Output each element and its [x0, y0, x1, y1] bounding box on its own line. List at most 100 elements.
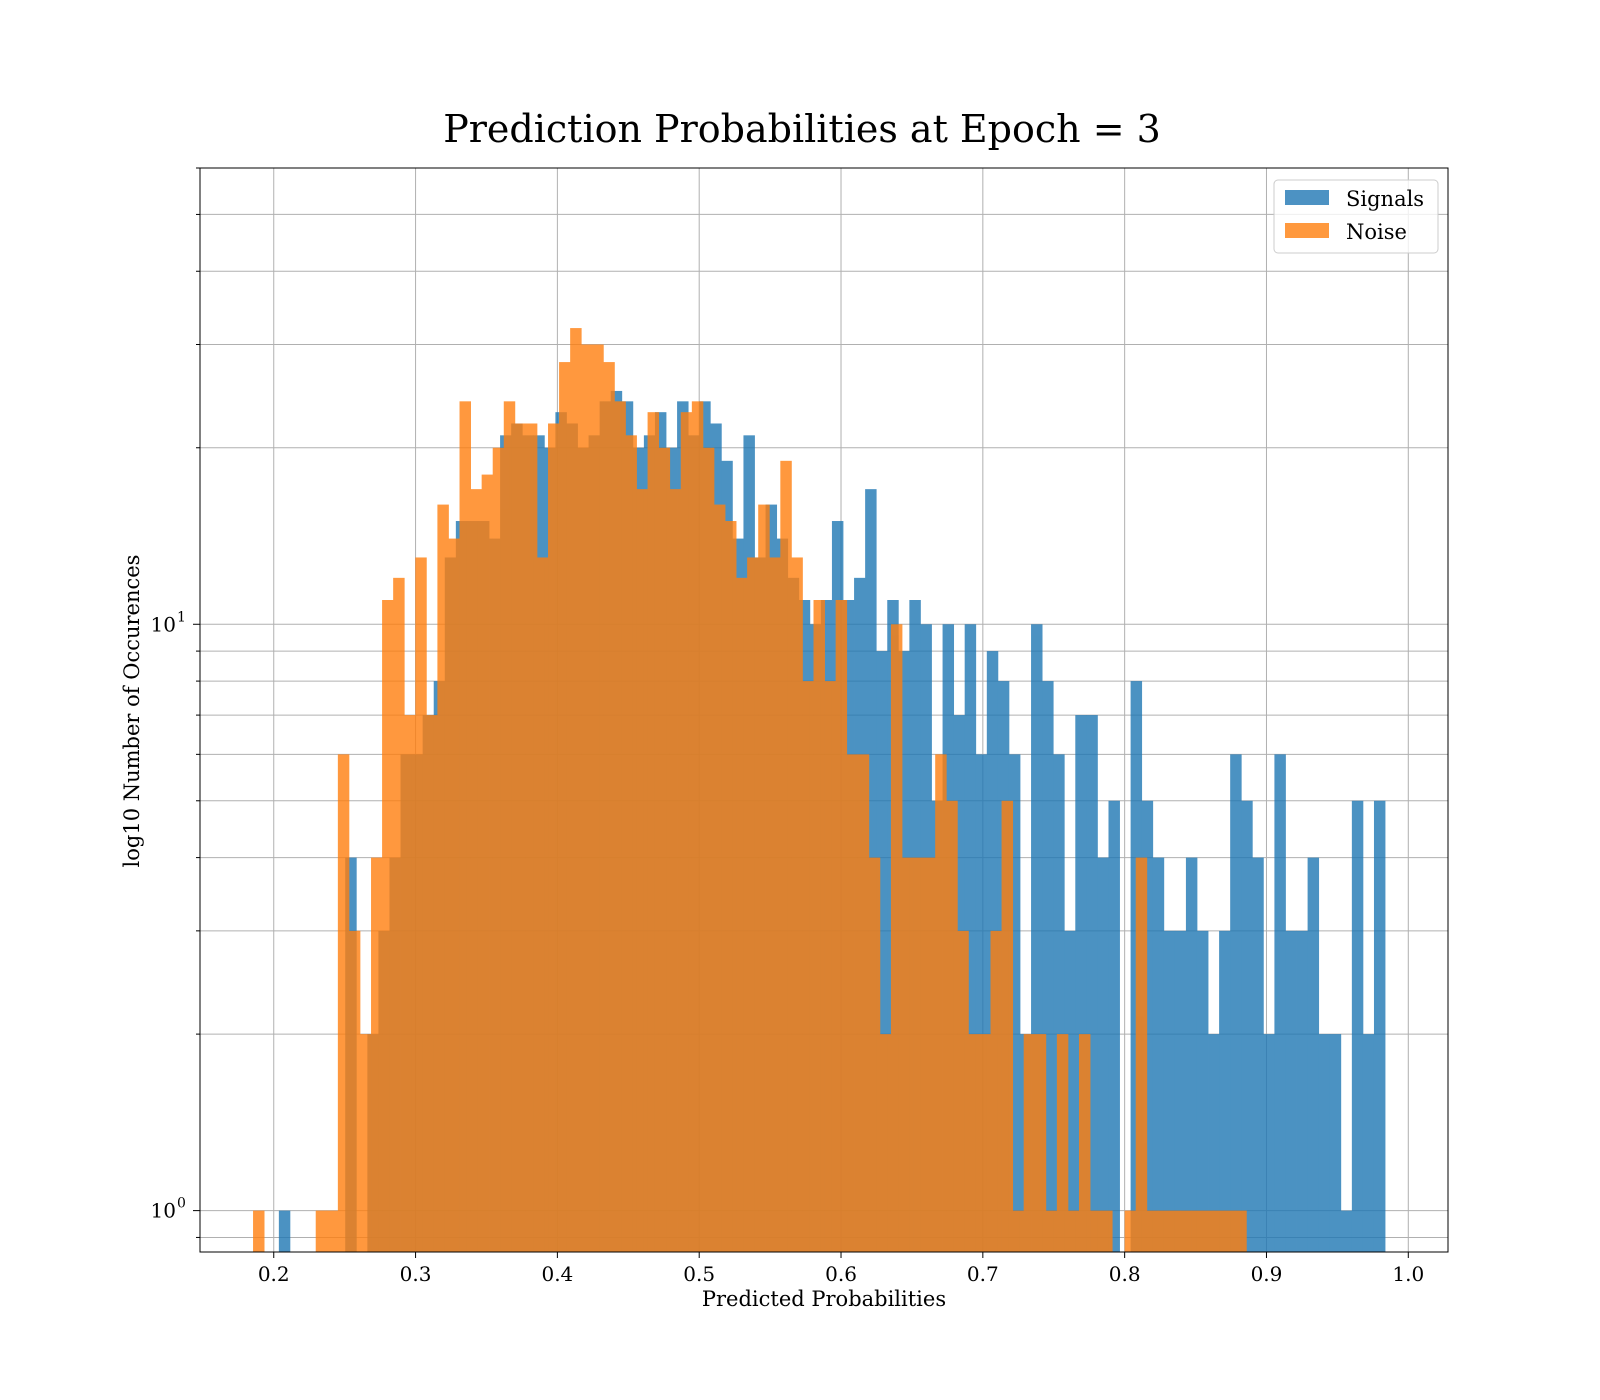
- noise-bar: [990, 930, 1002, 1252]
- legend-swatch-signals: [1285, 190, 1329, 205]
- noise-bar: [647, 412, 660, 1252]
- x-tick-label: 0.3: [400, 1262, 432, 1286]
- noise-bar: [1168, 1210, 1181, 1252]
- noise-bar: [702, 447, 715, 1252]
- noise-bar: [359, 1034, 372, 1252]
- noise-bar: [253, 1210, 265, 1252]
- x-tick-label: 0.6: [825, 1262, 857, 1286]
- noise-bar: [1045, 1210, 1058, 1252]
- x-tick-label: 0.4: [541, 1262, 573, 1286]
- noise-bar: [879, 1034, 892, 1252]
- legend-label-signals: Signals: [1346, 187, 1424, 211]
- x-tick-label: 1.0: [1392, 1262, 1424, 1286]
- noise-bar: [315, 1210, 328, 1252]
- noise-bar: [769, 557, 781, 1252]
- signals-bar: [1053, 754, 1065, 1252]
- noise-bar: [382, 600, 394, 1252]
- noise-bar: [957, 930, 969, 1252]
- signals-bar: [964, 624, 977, 1252]
- signals-bar: [1362, 1034, 1375, 1252]
- signals-bar: [1008, 754, 1021, 1252]
- signals-bar: [1174, 930, 1187, 1252]
- noise-bar: [636, 489, 648, 1252]
- signals-bar: [1241, 800, 1253, 1252]
- signals-bar: [1296, 930, 1308, 1252]
- legend-swatch-noise: [1285, 223, 1329, 238]
- signals-bar: [1219, 930, 1231, 1252]
- legend: Signals Noise: [1273, 179, 1439, 254]
- noise-bar: [1235, 1210, 1247, 1252]
- noise-bar: [448, 538, 460, 1252]
- noise-bar: [1078, 1034, 1091, 1252]
- signals-bar: [1163, 930, 1176, 1252]
- noise-bar: [581, 344, 593, 1252]
- noise-bar: [747, 557, 759, 1252]
- legend-label-noise: Noise: [1346, 220, 1407, 244]
- y-tick-base: 10: [151, 1199, 176, 1223]
- noise-bar: [968, 1034, 980, 1252]
- signals-bar: [1042, 681, 1054, 1252]
- noise-bar: [625, 435, 637, 1253]
- noise-bar: [1202, 1210, 1214, 1252]
- noise-bar: [481, 474, 494, 1253]
- y-tick-exponent: 1: [177, 609, 186, 625]
- noise-bar: [1146, 1210, 1159, 1252]
- noise-bar: [758, 504, 770, 1253]
- noise-bar: [725, 521, 737, 1252]
- y-tick-exponent: 0: [177, 1196, 186, 1212]
- signals-bar: [1252, 857, 1264, 1252]
- x-tick-label: 0.5: [683, 1262, 715, 1286]
- noise-bar: [393, 577, 405, 1252]
- signals-bar: [1230, 754, 1242, 1252]
- noise-bar: [459, 401, 471, 1253]
- noise-bar: [371, 857, 383, 1252]
- noise-bar: [1124, 1210, 1137, 1252]
- noise-bar: [979, 1034, 991, 1252]
- noise-bar: [1179, 1210, 1192, 1252]
- signals-bar: [1307, 857, 1320, 1252]
- noise-bar: [1157, 1210, 1170, 1252]
- noise-bar: [857, 754, 870, 1252]
- signals-bar: [1108, 800, 1120, 1252]
- signals-bar: [1152, 857, 1165, 1252]
- noise-bar: [1090, 1210, 1102, 1252]
- signals-bar: [1031, 624, 1043, 1252]
- noise-bar: [514, 423, 527, 1252]
- signals-bar: [1196, 930, 1209, 1252]
- noise-bar: [426, 715, 438, 1252]
- noise-bar: [492, 447, 505, 1252]
- noise-bar: [348, 930, 361, 1252]
- y-tick-base: 10: [151, 612, 176, 636]
- noise-bar: [824, 681, 837, 1252]
- noise-bar: [570, 328, 582, 1252]
- noise-bar: [337, 754, 350, 1252]
- plot-frame: [199, 167, 1449, 1253]
- noise-bar: [503, 401, 516, 1253]
- noise-bar: [835, 600, 848, 1252]
- noise-bar: [802, 681, 814, 1252]
- noise-bar: [1101, 1210, 1113, 1252]
- noise-bar: [536, 557, 549, 1252]
- y-tick-label: 10 0: [151, 1196, 186, 1223]
- signals-bar: [1097, 857, 1109, 1252]
- noise-bar: [559, 362, 571, 1253]
- signals-bar: [1208, 1034, 1220, 1252]
- noise-bar: [592, 344, 604, 1252]
- noise-bar: [614, 401, 626, 1253]
- noise-bar: [868, 857, 881, 1252]
- signals-bar: [1086, 715, 1098, 1252]
- x-tick-label: 0.7: [967, 1262, 999, 1286]
- signals-bar: [1318, 1034, 1331, 1252]
- noise-bar: [946, 800, 958, 1252]
- signals-bar: [1340, 1210, 1353, 1252]
- signals-bar: [1141, 800, 1154, 1252]
- signals-bar: [1285, 930, 1297, 1252]
- noise-bar: [924, 857, 936, 1252]
- signals-bar: [1185, 857, 1198, 1252]
- noise-bar: [525, 423, 538, 1252]
- noise-bar: [1023, 1034, 1036, 1252]
- noise-bar: [1034, 1034, 1047, 1252]
- y-tick-label: 10 1: [151, 609, 186, 636]
